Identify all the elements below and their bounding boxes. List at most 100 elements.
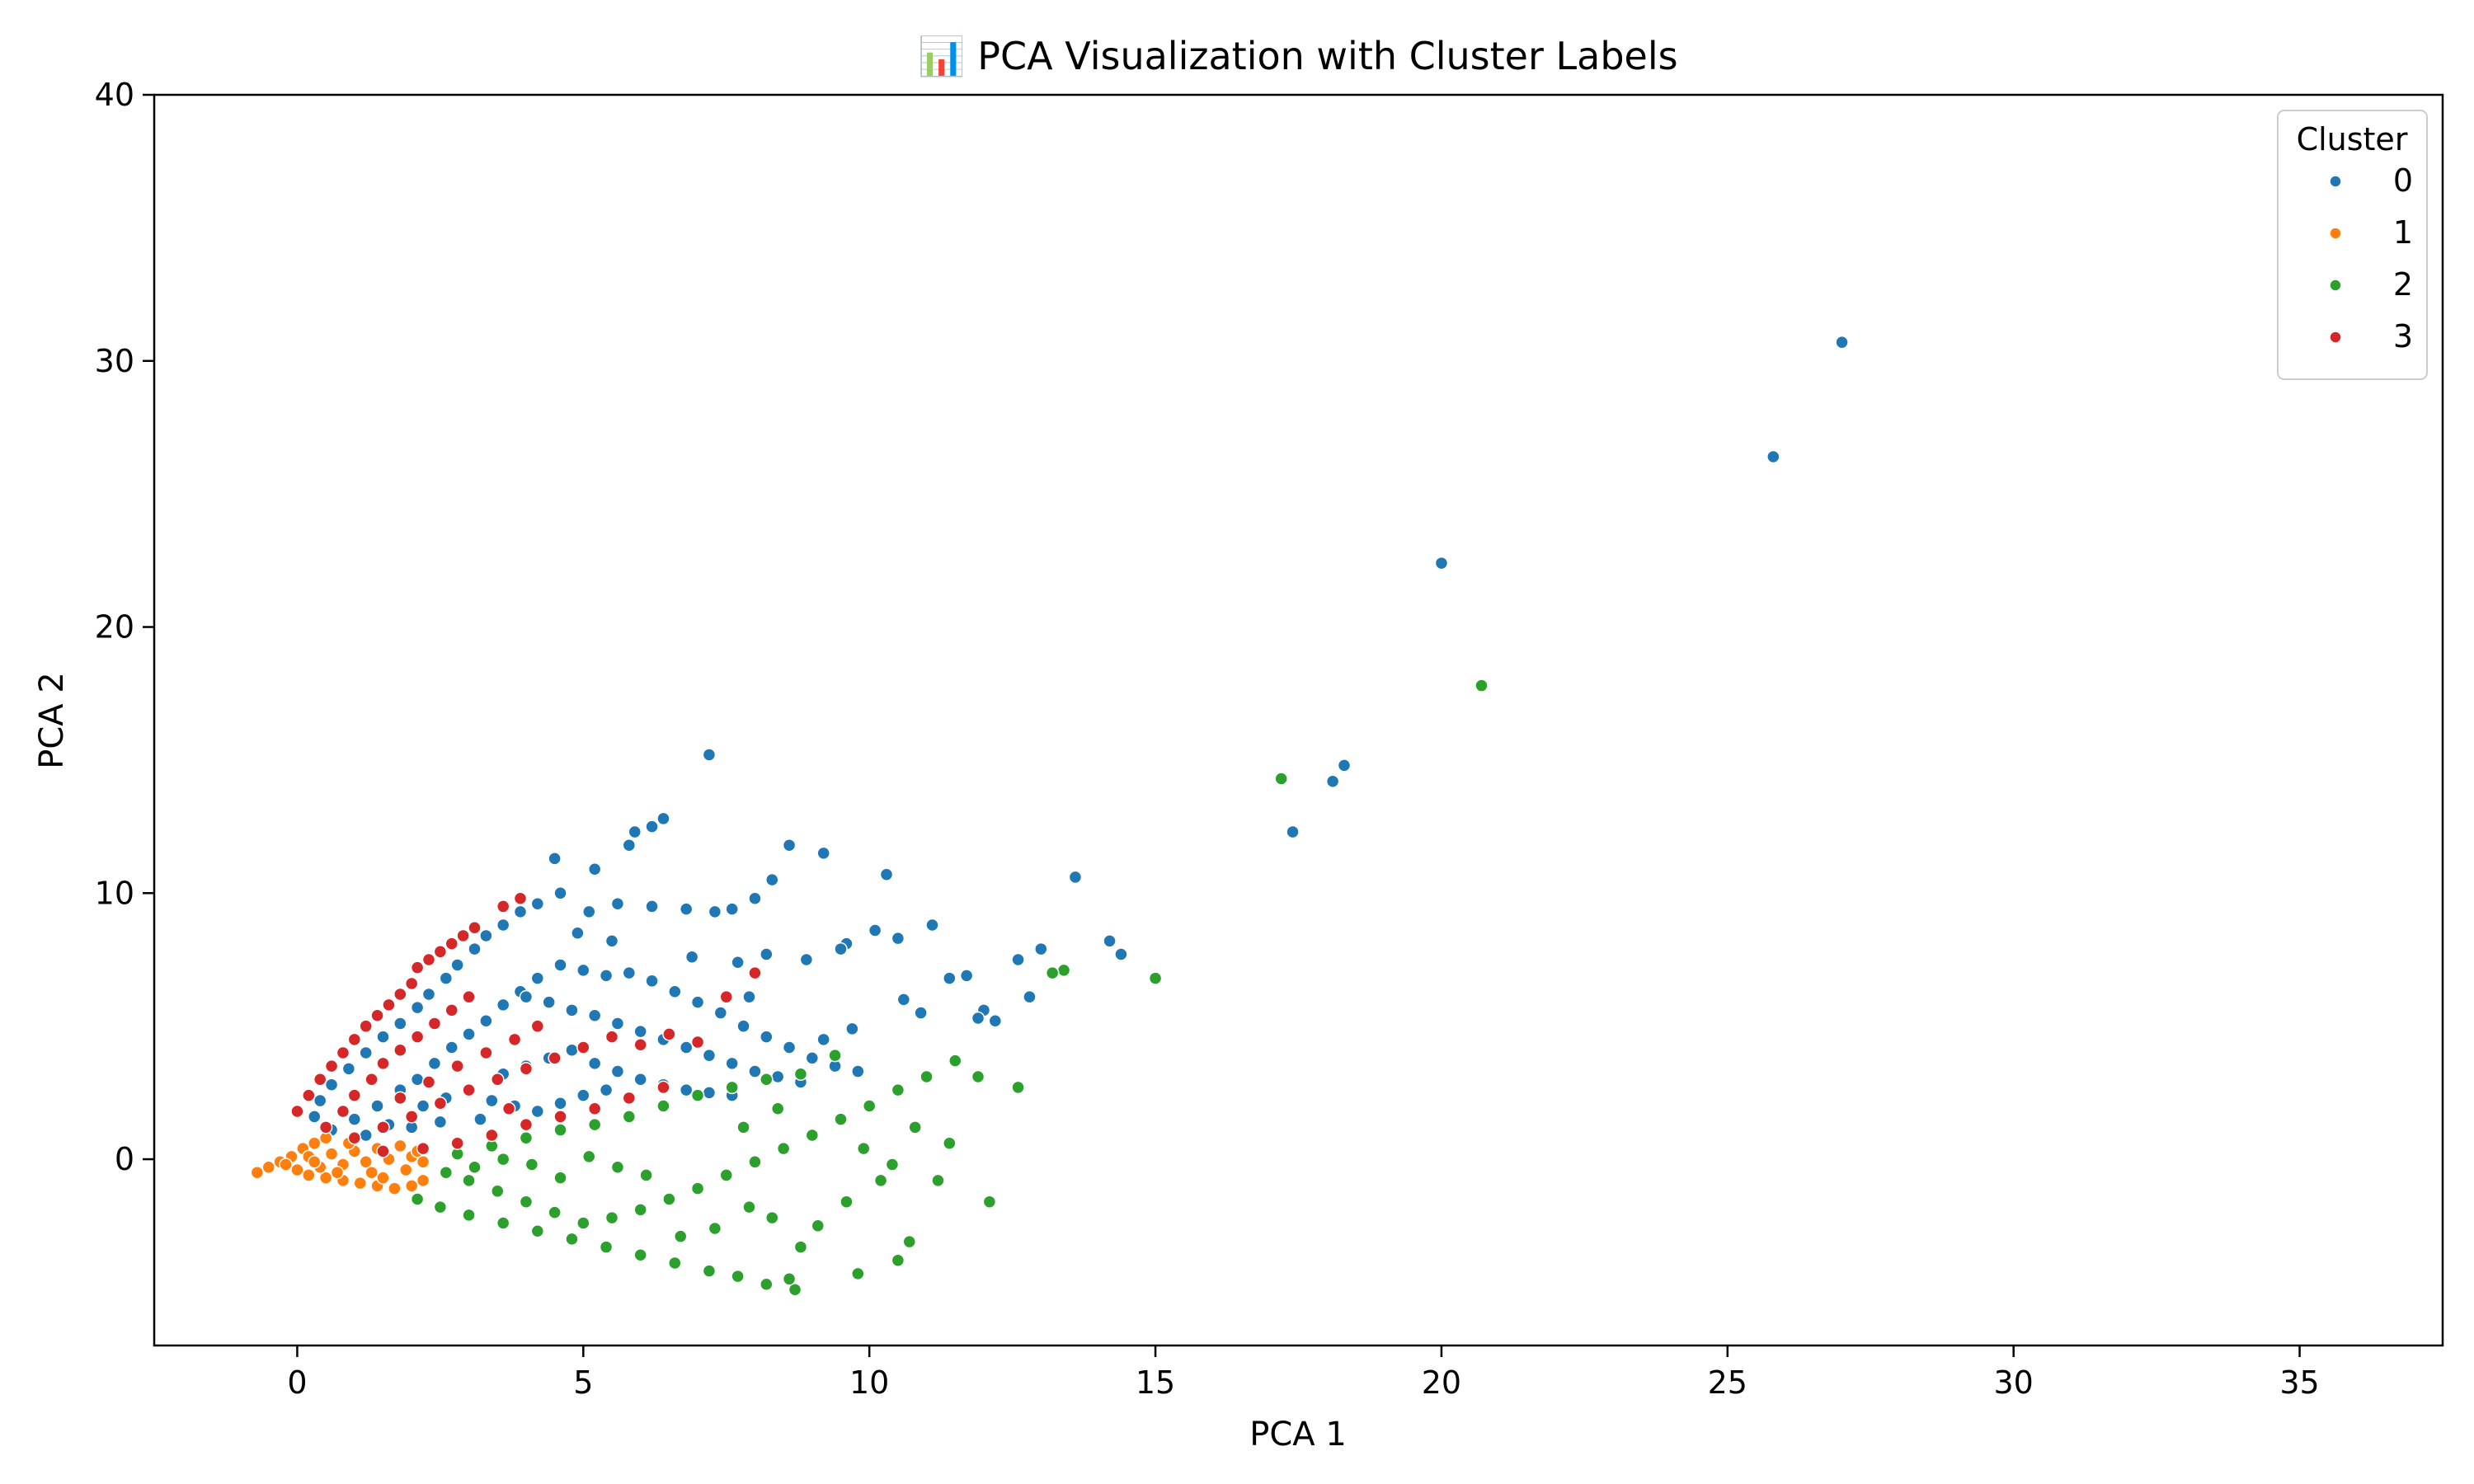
x-axis: 0 5 10 15 20 25 30 35: [287, 1345, 2320, 1401]
data-point: [633, 1203, 647, 1217]
data-point: [1034, 942, 1048, 956]
series-0: [308, 335, 1849, 1143]
data-point: [388, 1181, 402, 1195]
data-point: [501, 1101, 516, 1115]
data-point: [719, 989, 733, 1004]
data-point: [891, 1082, 905, 1097]
data-point: [382, 998, 396, 1012]
data-point: [742, 989, 756, 1004]
data-point: [462, 1173, 476, 1188]
data-point: [433, 945, 448, 959]
data-point: [370, 1008, 384, 1023]
data-point: [748, 965, 762, 980]
data-point: [628, 824, 642, 839]
data-point: [530, 1223, 545, 1238]
data-point: [610, 1160, 625, 1174]
data-point: [582, 1149, 596, 1164]
y-tick-label: 30: [95, 343, 134, 379]
data-point: [599, 1082, 614, 1097]
data-point: [468, 1160, 482, 1174]
data-point: [290, 1162, 304, 1177]
data-point: [548, 852, 562, 866]
data-point: [491, 1184, 505, 1199]
data-point: [496, 899, 510, 913]
data-point: [565, 1232, 579, 1247]
data-point: [760, 947, 774, 961]
data-point: [427, 1056, 442, 1071]
data-point: [336, 1045, 350, 1060]
data-point: [302, 1088, 316, 1102]
data-point: [816, 1032, 830, 1047]
data-point: [679, 902, 694, 916]
data-point: [1148, 971, 1163, 985]
data-point: [633, 1248, 647, 1262]
data-point: [324, 1147, 339, 1161]
data-point: [450, 1136, 464, 1150]
data-point: [610, 1017, 625, 1031]
data-point: [427, 1017, 442, 1031]
data-point: [943, 1136, 957, 1150]
data-point: [857, 1141, 871, 1156]
data-point: [462, 1208, 476, 1223]
data-point: [250, 1165, 265, 1180]
data-point: [662, 1027, 676, 1041]
data-point: [530, 896, 545, 911]
data-point: [834, 1112, 848, 1126]
legend-marker: [2329, 279, 2342, 292]
data-point: [731, 1269, 745, 1284]
legend-marker: [2329, 175, 2342, 188]
data-point: [679, 1082, 694, 1097]
data-point: [725, 1080, 739, 1095]
data-point: [1011, 952, 1025, 967]
data-point: [725, 1056, 739, 1071]
data-point: [393, 1043, 407, 1057]
data-point: [731, 955, 745, 970]
data-point: [473, 1112, 487, 1126]
data-point: [690, 1181, 705, 1195]
data-point: [376, 1171, 390, 1185]
data-point: [450, 958, 464, 972]
data-point: [633, 1024, 647, 1039]
data-point: [604, 1210, 619, 1225]
data-point: [748, 891, 762, 906]
data-point: [439, 971, 454, 985]
data-point: [748, 1155, 762, 1169]
data-point: [679, 1040, 694, 1054]
data-point: [668, 1256, 682, 1270]
data-point: [462, 1082, 476, 1097]
x-tick-label: 5: [573, 1364, 593, 1401]
data-point: [571, 926, 585, 940]
data-point: [610, 896, 625, 911]
data-point: [433, 1200, 448, 1214]
data-point: [702, 1264, 717, 1278]
data-point: [553, 1097, 567, 1111]
chart-title: 📊 PCA Visualization with Cluster Labels: [918, 34, 1677, 78]
data-point: [708, 1221, 722, 1236]
data-point: [347, 1130, 362, 1145]
data-point: [760, 1277, 774, 1292]
data-point: [548, 1205, 562, 1219]
data-point: [633, 1038, 647, 1052]
legend-box: [2277, 110, 2428, 380]
data-point: [308, 1110, 322, 1124]
data-point: [690, 995, 705, 1009]
data-point: [862, 1099, 877, 1113]
data-point: [496, 1152, 510, 1167]
data-point: [702, 1086, 717, 1100]
data-point: [674, 1229, 688, 1243]
data-point: [633, 1072, 647, 1087]
data-point: [582, 904, 596, 919]
data-point: [347, 1112, 362, 1126]
y-tick-label: 0: [115, 1141, 134, 1177]
data-point: [519, 1062, 534, 1076]
data-point: [943, 971, 957, 985]
data-point: [341, 1062, 356, 1076]
x-tick-label: 30: [1994, 1364, 2034, 1401]
data-point: [891, 1253, 905, 1267]
data-point: [959, 969, 974, 983]
data-point: [347, 1088, 362, 1102]
data-point: [788, 1282, 802, 1297]
data-point: [834, 942, 848, 956]
